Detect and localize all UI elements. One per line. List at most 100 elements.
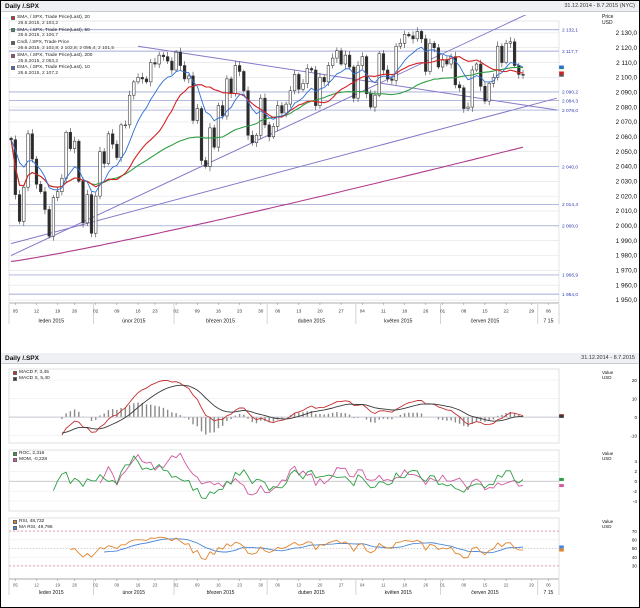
svg-text:2 117,7: 2 117,7 [562, 49, 578, 55]
svg-text:2 040,0: 2 040,0 [562, 164, 578, 170]
svg-text:2 050,0: 2 050,0 [616, 149, 638, 156]
svg-text:leden 2015: leden 2015 [38, 319, 64, 325]
svg-text:15: 15 [482, 309, 488, 314]
ema10-label: EMA, /.SPX, Trade Price(Last), 10 [17, 65, 90, 71]
svg-text:0: 0 [634, 479, 637, 484]
svg-text:26: 26 [72, 583, 77, 588]
svg-text:02: 02 [93, 583, 98, 588]
svg-text:06: 06 [275, 583, 280, 588]
sma20-value: 26.6.2015, 2 103,2 [18, 20, 59, 26]
svg-text:leden 2015: leden 2015 [39, 590, 64, 596]
svg-text:březen 2015: březen 2015 [207, 590, 235, 596]
svg-text:60: 60 [632, 537, 638, 542]
legend-row-sma50[interactable]: SMA, /.SPX, Trade Price(Last), 50 [11, 28, 114, 34]
sma200-value: 26.6.2015, 2 053,2 [18, 58, 59, 64]
svg-text:22: 22 [504, 583, 509, 588]
svg-text:2 090,2: 2 090,2 [562, 90, 578, 96]
macd-axis-title: Value USD [602, 370, 636, 380]
svg-text:-10: -10 [630, 433, 637, 438]
svg-text:30: 30 [258, 309, 264, 314]
svg-text:01: 01 [440, 309, 446, 314]
roc-axis-line1: Value [602, 451, 614, 456]
svg-text:16: 16 [136, 583, 141, 588]
svg-text:29: 29 [529, 309, 535, 314]
svg-text:02: 02 [174, 309, 180, 314]
svg-text:2 080,0: 2 080,0 [616, 104, 638, 111]
svg-text:2 070,0: 2 070,0 [616, 119, 638, 126]
sma200-label: SMA, /.SPX, Trade Price(Last), 200 [17, 52, 93, 58]
svg-text:2: 2 [634, 469, 637, 474]
svg-text:květen 2015: květen 2015 [384, 319, 412, 325]
svg-text:23: 23 [153, 583, 158, 588]
price-chart-canvas[interactable]: 2 130,0 2 120,0 2 110,0 2 100,0 2 090,0 2 080… [1, 1, 639, 352]
svg-text:20: 20 [317, 309, 323, 314]
top-chart-title: Daily /.SPX [5, 2, 39, 10]
macd-legend[interactable]: MACD F, 3,45 MACD S, 5,40 [13, 370, 50, 382]
bottom-chart-header: Daily /.SPX 31.12.2014 - 8.7.2015 [1, 353, 639, 364]
svg-text:18: 18 [402, 583, 407, 588]
roc-label: ROC, 2,316 [19, 451, 45, 456]
svg-text:2 130,0: 2 130,0 [616, 30, 638, 37]
svg-text:duben 2015: duben 2015 [298, 319, 326, 325]
svg-text:duben 2015: duben 2015 [298, 590, 325, 596]
rsi-ma-label: MA RSI, 49,796 [19, 524, 53, 530]
svg-text:40: 40 [632, 555, 638, 560]
svg-text:26: 26 [423, 309, 429, 314]
svg-text:únor 2015: únor 2015 [122, 319, 145, 325]
macd-signal-label: MACD S, 5,40 [19, 375, 50, 381]
legend-row-sma200[interactable]: SMA, /.SPX, Trade Price(Last), 200 [11, 53, 114, 59]
svg-text:23: 23 [237, 309, 243, 314]
svg-text:březen 2015: březen 2015 [206, 319, 235, 325]
svg-text:13: 13 [296, 309, 302, 314]
candle-label: Cndl, /.SPX, Trade Price [17, 40, 69, 46]
price-axis-line2: USD [602, 19, 613, 26]
svg-text:2 014,4: 2 014,4 [562, 202, 578, 208]
svg-text:7 15: 7 15 [543, 319, 553, 325]
svg-text:22: 22 [504, 309, 510, 314]
svg-text:09: 09 [114, 309, 120, 314]
rsi-legend[interactable]: RSI, 48,732 MA RSI, 49,796 [13, 519, 53, 531]
svg-text:26: 26 [72, 309, 78, 314]
roc-legend[interactable]: ROC, 2,316 MOM, -0,228 [13, 451, 47, 463]
svg-text:18: 18 [402, 309, 408, 314]
svg-text:2 100,0: 2 100,0 [616, 75, 638, 82]
sma20-marker-icon [11, 15, 15, 20]
svg-text:11: 11 [381, 309, 386, 314]
macd-line-label: MACD F, 3,45 [19, 370, 49, 375]
legend-row-candle[interactable]: Cndl, /.SPX, Trade Price [11, 40, 114, 46]
bottom-date-range: 31.12.2014 - 8.7.2015 [581, 355, 635, 361]
svg-text:04: 04 [360, 583, 365, 588]
svg-text:09: 09 [115, 583, 120, 588]
ema10-marker-icon [11, 66, 15, 71]
svg-text:2 030,0: 2 030,0 [616, 178, 638, 185]
svg-text:12: 12 [34, 583, 39, 588]
svg-text:2 120,0: 2 120,0 [616, 45, 638, 52]
legend-row-sma20[interactable]: SMA, /.SPX, Trade Price(Last), 20 [11, 15, 114, 21]
svg-text:19: 19 [55, 309, 61, 314]
svg-text:2 000,0: 2 000,0 [616, 223, 638, 230]
svg-text:2 060,0: 2 060,0 [616, 134, 638, 141]
svg-text:09: 09 [195, 583, 200, 588]
svg-text:1 954,0: 1 954,0 [562, 292, 578, 298]
svg-text:16: 16 [216, 583, 221, 588]
svg-text:2 078,0: 2 078,0 [562, 108, 578, 114]
sma50-label: SMA, /.SPX, Trade Price(Last), 50 [17, 27, 90, 33]
svg-text:2 084,3: 2 084,3 [562, 99, 578, 105]
legend-row-ema10[interactable]: EMA, /.SPX, Trade Price(Last), 10 [11, 65, 114, 71]
svg-text:2 020,0: 2 020,0 [616, 193, 638, 200]
roc-axis-line2: USD [602, 456, 612, 461]
svg-text:05: 05 [13, 583, 18, 588]
svg-text:23: 23 [237, 583, 242, 588]
svg-text:1 980,0: 1 980,0 [616, 253, 638, 260]
svg-text:06: 06 [275, 309, 281, 314]
svg-text:1 960,0: 1 960,0 [616, 282, 638, 289]
svg-text:23: 23 [152, 309, 158, 314]
svg-text:červen 2015: červen 2015 [471, 319, 500, 325]
macd-line-marker-icon [13, 370, 17, 375]
candle-value: 26.6.2015, 2 102,8; 2 102,8; 2 095,4; 2 … [18, 45, 115, 51]
sma50-marker-icon [11, 28, 15, 33]
svg-text:-2: -2 [633, 489, 638, 494]
rsi-axis-line1: Value [602, 519, 614, 524]
main-chart-legend[interactable]: SMA, /.SPX, Trade Price(Last), 20 26.6.2… [11, 15, 114, 78]
